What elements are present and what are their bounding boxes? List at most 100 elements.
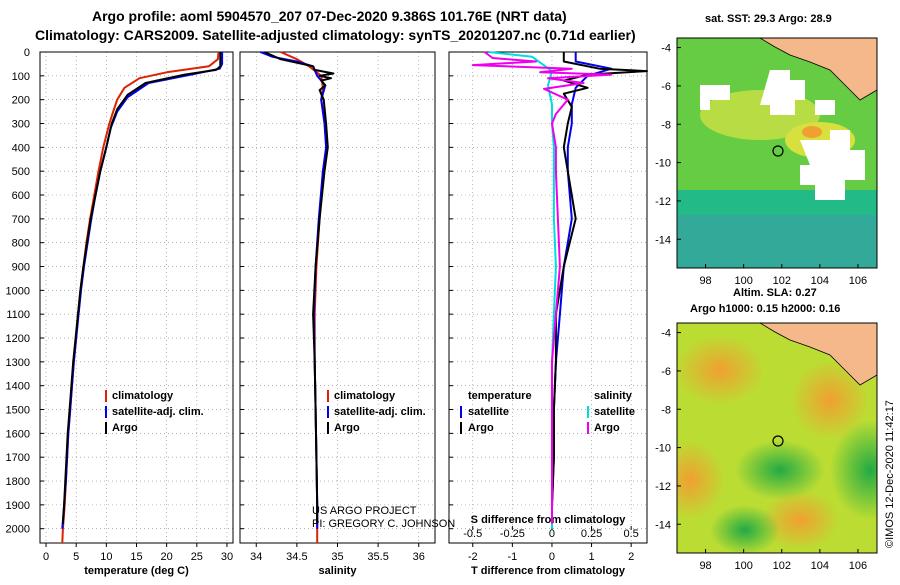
x-tick-label: 34.5 <box>286 551 307 563</box>
diff-legend: temperature satellite Argo salinity sate… <box>460 390 635 434</box>
y-tick-label: 700 <box>12 214 30 226</box>
sla-map-frame <box>676 322 878 554</box>
secondary-x-tick-label: -0.5 <box>463 528 482 540</box>
map-lat-label: -8 <box>661 119 671 131</box>
sst-argo-location <box>772 145 784 157</box>
legend-swatch-argo <box>105 422 107 434</box>
chart-panel-1: 34 34.5 35 35.5 36 salinity <box>239 51 436 577</box>
legend-temp-satellite-label: satellite <box>468 406 509 418</box>
map-lon-label: 104 <box>811 560 829 572</box>
sla-map <box>677 323 877 553</box>
temp-legend: climatology satellite-adj. clim. Argo <box>105 390 204 434</box>
land-mass <box>759 323 877 386</box>
legend-satellite-label: satellite-adj. clim. <box>112 406 204 418</box>
map-lat-label: -6 <box>661 366 671 378</box>
sla-map-ticks: 98 100 102 104 106 -4 -6 -8 -10 -12 -14 <box>655 328 867 572</box>
x-tick-label: 34 <box>250 551 262 563</box>
legend-salinity-heading: salinity <box>594 390 633 402</box>
sla-high-2 <box>790 360 870 440</box>
sal-legend: climatology satellite-adj. clim. Argo <box>327 390 426 434</box>
sla-high-4 <box>760 490 840 550</box>
map-lat-label: -10 <box>655 443 671 455</box>
map-lon-label: 102 <box>773 560 791 572</box>
secondary-x-tick-label: -0.25 <box>500 528 525 540</box>
y-tick-label: 800 <box>12 238 30 250</box>
sla-high-3 <box>677 440 725 520</box>
x-tick-label: 5 <box>73 551 79 563</box>
map-lon-label: 98 <box>699 275 711 287</box>
legend-swatch-temp-satellite <box>460 406 462 418</box>
y-tick-label: 1100 <box>6 309 30 321</box>
secondary-x-axis-label: S difference from climatology <box>471 514 627 526</box>
sla-map-title2: Argo h1000: 0.15 h2000: 0.16 <box>690 303 840 315</box>
x-axis-label: T difference from climatology <box>471 565 626 577</box>
sla-low-2 <box>735 440 825 500</box>
y-tick-label: 1500 <box>6 405 30 417</box>
sst-map-cool-band-2 <box>677 215 877 268</box>
legend-swatch-climatology <box>327 390 329 402</box>
map-lon-label: 102 <box>773 275 791 287</box>
chart-panel-2: -2 -1 0 1 2T difference from climatology S di… <box>448 51 648 577</box>
header-line2: Climatology: CARS2009. Satellite-adjuste… <box>35 27 636 43</box>
series-line-climatology <box>280 51 328 543</box>
map-lat-label: -12 <box>655 196 671 208</box>
map-lon-label: 104 <box>811 275 829 287</box>
x-tick-label: 35 <box>331 551 343 563</box>
sla-map-title1: Altim. SLA: 0.27 <box>733 287 817 299</box>
legend-swatch-argo <box>327 422 329 434</box>
axes-frame <box>239 51 436 544</box>
legend-swatch-climatology <box>105 390 107 402</box>
cloud-mask <box>700 70 865 200</box>
series-line-temperature-argo <box>551 52 648 524</box>
x-tick-label: 0 <box>549 551 555 563</box>
y-tick-label: 300 <box>12 119 30 131</box>
sst-map-title: sat. SST: 29.3 Argo: 28.9 <box>705 13 832 25</box>
series-line-salinity-argo <box>471 51 613 524</box>
map-lon-label: 100 <box>734 275 752 287</box>
y-tick-label: 1200 <box>6 333 30 345</box>
x-tick-label: 20 <box>161 551 173 563</box>
series-line-climatology <box>61 51 220 544</box>
x-tick-label: -2 <box>468 551 478 563</box>
sla-high-1 <box>677 335 765 405</box>
legend-sal-argo-label: Argo <box>594 422 620 434</box>
y-tick-label: 2000 <box>6 524 30 536</box>
credit-line1: US ARGO PROJECT <box>312 505 417 517</box>
y-tick-label: 200 <box>12 95 30 107</box>
y-tick-label: 1300 <box>6 357 30 369</box>
land-mass <box>759 38 877 101</box>
x-axis-label: salinity <box>319 565 358 577</box>
map-lat-label: -10 <box>655 158 671 170</box>
map-lat-label: -6 <box>661 81 671 93</box>
legend-temp-argo-label: Argo <box>468 422 494 434</box>
sst-map-frame <box>676 37 878 269</box>
sla-low-1 <box>830 420 877 520</box>
legend-swatch-satellite <box>327 406 329 418</box>
secondary-x-tick-label: 0 <box>549 528 555 540</box>
axes-frame <box>39 51 234 544</box>
sst-map <box>677 38 877 268</box>
x-tick-label: 1 <box>588 551 594 563</box>
timestamp-stamp: ©IMOS 12-Dec-2020 11:42:17 <box>884 400 896 548</box>
map-lat-label: -4 <box>661 43 671 55</box>
map-lon-label: 106 <box>849 275 867 287</box>
axes-frame <box>448 51 648 544</box>
y-tick-label: 1700 <box>6 452 30 464</box>
x-tick-label: 25 <box>191 551 203 563</box>
series-line-argo <box>263 51 335 524</box>
x-tick-label: 0 <box>43 551 49 563</box>
y-tick-label: 1600 <box>6 428 30 440</box>
chart-panel-0: 0 5 10 15 20 25 300100200300400500600700800900… <box>6 47 234 577</box>
legend-swatch-temp-argo <box>460 422 462 434</box>
legend-swatch-sal-satellite <box>587 406 589 418</box>
secondary-x-tick-label: 0.5 <box>624 528 639 540</box>
map-lon-label: 106 <box>849 560 867 572</box>
map-lat-label: -4 <box>661 328 671 340</box>
x-tick-label: -1 <box>507 551 517 563</box>
map-lon-label: 100 <box>734 560 752 572</box>
legend-temperature-heading: temperature <box>468 390 532 402</box>
y-tick-label: 1800 <box>6 476 30 488</box>
header-line1: Argo profile: aoml 5904570_207 07-Dec-20… <box>92 8 567 24</box>
legend-swatch-sal-argo <box>587 422 589 434</box>
